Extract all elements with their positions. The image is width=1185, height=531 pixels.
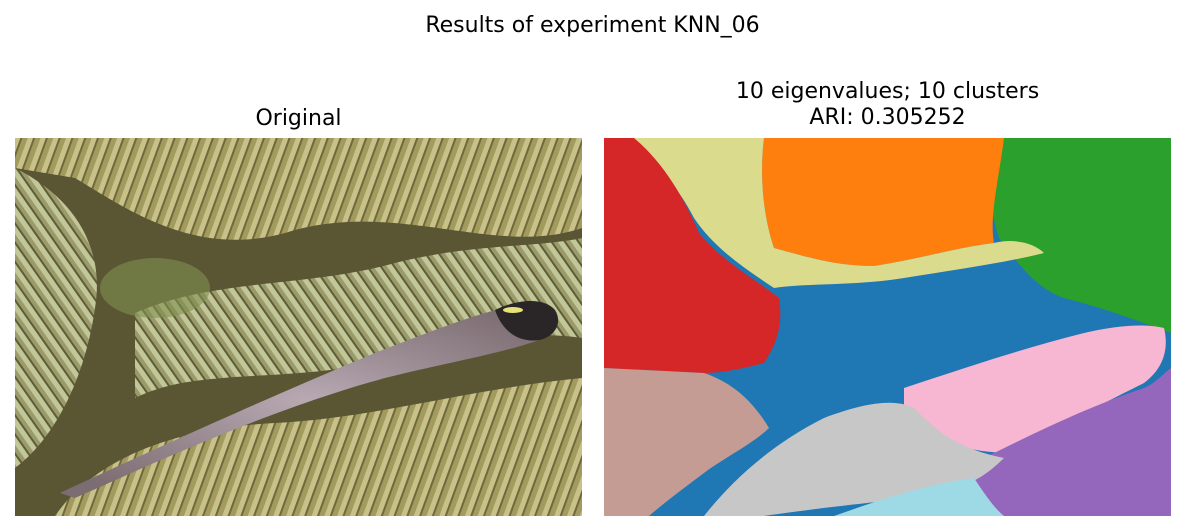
cluster-region-pink bbox=[904, 325, 1166, 453]
original-title-text: Original bbox=[255, 106, 342, 131]
coral-band-left bbox=[15, 168, 97, 468]
cluster-region-khaki bbox=[624, 138, 1044, 288]
cluster-region-cyan bbox=[834, 478, 1004, 516]
coral-band-middle bbox=[135, 238, 582, 398]
original-photo-svg bbox=[15, 138, 582, 516]
original-image bbox=[15, 138, 582, 516]
segmentation-title-line2: ARI: 0.305252 bbox=[809, 105, 966, 130]
cluster-region-green bbox=[989, 138, 1171, 333]
figure-suptitle: Results of experiment KNN_06 bbox=[425, 13, 760, 38]
original-image-title: Original bbox=[15, 106, 582, 132]
fish-eye-mark bbox=[503, 307, 523, 313]
fish-body bbox=[60, 303, 557, 498]
segmentation-image bbox=[604, 138, 1171, 516]
cluster-region-brown bbox=[604, 368, 769, 516]
coral-band-top bbox=[15, 138, 582, 240]
cluster-region-purple bbox=[964, 368, 1171, 516]
cluster-region-red bbox=[604, 138, 781, 373]
coral-band-bottom bbox=[55, 378, 582, 516]
green-polyp bbox=[100, 258, 210, 318]
segmentation-map-svg bbox=[604, 138, 1171, 516]
cluster-region-orange bbox=[762, 138, 1004, 266]
segmentation-title-line1: 10 eigenvalues; 10 clusters bbox=[735, 79, 1040, 104]
segmentation-title: 10 eigenvalues; 10 clusters ARI: 0.30525… bbox=[604, 79, 1171, 131]
